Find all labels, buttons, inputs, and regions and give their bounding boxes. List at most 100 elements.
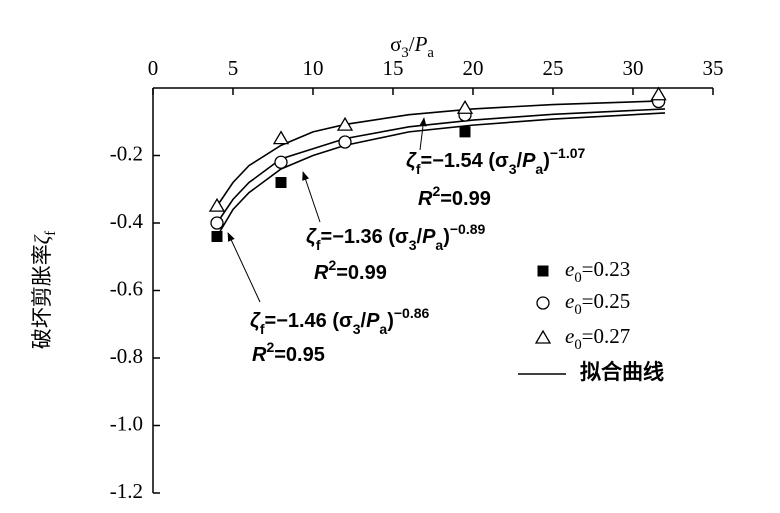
- text-part: =0.99: [336, 262, 387, 284]
- legend-label: e0=0.27: [565, 324, 630, 354]
- text-part: e: [565, 324, 574, 348]
- legend-marker: [534, 329, 552, 344]
- point: [208, 197, 226, 212]
- text-part: ζ: [250, 310, 261, 332]
- text-part: σ: [390, 32, 401, 56]
- text-part: P: [366, 310, 380, 332]
- fit-curve: [216, 112, 666, 237]
- legend-label: 拟合曲线: [580, 360, 664, 384]
- text-part: R: [418, 188, 433, 210]
- y-tick-label: -0.8: [110, 344, 143, 368]
- annotation: R2=0.99: [418, 183, 491, 211]
- text-part: R: [314, 262, 329, 284]
- legend-label: e0=0.25: [565, 289, 630, 319]
- text-part: f: [43, 231, 59, 236]
- text-part: −1.07: [550, 145, 586, 161]
- y-tick-label: -0.6: [110, 276, 143, 300]
- text-part: ): [543, 150, 550, 172]
- arrow: [227, 232, 261, 303]
- text-part: ): [387, 310, 394, 332]
- point: [211, 231, 223, 242]
- y-tick-label: -0.2: [110, 141, 143, 165]
- text-part: 0: [574, 302, 581, 318]
- text-part: f: [416, 161, 421, 177]
- x-tick-label: 25: [543, 56, 564, 80]
- x-tick-label: 20: [463, 56, 484, 80]
- annotation: ζf=−1.46 (σ3/Pa)−0.86: [250, 305, 430, 337]
- text-part: =−1.54 (σ: [421, 150, 510, 172]
- text-part: P: [522, 150, 536, 172]
- text-part: =0.95: [274, 344, 325, 366]
- text-part: 3: [509, 161, 517, 177]
- text-part: =0.23: [582, 257, 631, 281]
- text-part: =−1.46 (σ: [265, 310, 354, 332]
- text-part: P: [414, 32, 428, 56]
- annotation: ζf=−1.36 (σ3/Pa)−0.89: [306, 221, 486, 253]
- arrow: [419, 117, 427, 151]
- text-part: a: [379, 321, 387, 337]
- arrow: [302, 171, 321, 223]
- text-part: 3: [353, 321, 361, 337]
- fit-curve: [216, 100, 666, 207]
- x-tick-label: 15: [383, 56, 404, 80]
- text-part: =0.27: [582, 324, 631, 348]
- legend-marker: [536, 296, 550, 310]
- point: [459, 126, 471, 138]
- text-part: ζ: [406, 150, 417, 172]
- point: [275, 177, 287, 188]
- text-part: /: [409, 32, 415, 56]
- text-part: 3: [409, 237, 417, 253]
- text-part: 0: [574, 337, 581, 353]
- text-part: f: [316, 237, 321, 253]
- text-part: 2: [328, 257, 336, 273]
- text-part: −0.86: [394, 305, 430, 321]
- fit-curve: [216, 108, 666, 224]
- text-part: 3: [401, 45, 408, 61]
- x-axis-title: σ3/Pa: [390, 32, 434, 62]
- text-part: 破坏剪胀率: [30, 244, 54, 349]
- text-part: e: [565, 289, 574, 313]
- point: [338, 135, 352, 149]
- point: [274, 155, 288, 169]
- text-part: ζ: [306, 226, 317, 248]
- point: [272, 130, 290, 145]
- point: [336, 116, 354, 131]
- x-tick-label: 30: [623, 56, 644, 80]
- text-part: /: [517, 150, 523, 172]
- legend-marker: [537, 265, 549, 277]
- text-part: /: [417, 226, 423, 248]
- text-part: a: [535, 161, 543, 177]
- point: [456, 99, 474, 114]
- y-tick-label: -0.4: [110, 209, 144, 233]
- text-part: R: [252, 344, 267, 366]
- text-part: 2: [432, 183, 440, 199]
- x-tick-label: 0: [148, 56, 159, 80]
- legend-label: e0=0.23: [565, 257, 630, 287]
- text-part: −0.89: [450, 221, 486, 237]
- y-tick-label: -1.0: [110, 411, 143, 435]
- y-axis-title: 破坏剪胀率ζf: [30, 231, 60, 350]
- text-part: ζ: [30, 234, 54, 244]
- annotation: ζf=−1.54 (σ3/Pa)−1.07: [406, 145, 586, 177]
- x-tick-label: 35: [703, 56, 724, 80]
- text-part: 拟合曲线: [580, 360, 664, 384]
- text-part: e: [565, 257, 574, 281]
- text-part: P: [422, 226, 436, 248]
- y-tick-label: -1.2: [110, 479, 143, 503]
- text-part: a: [427, 45, 434, 61]
- text-part: 2: [266, 339, 274, 355]
- text-part: /: [361, 310, 367, 332]
- text-part: 0: [574, 270, 581, 286]
- text-part: =−1.36 (σ: [321, 226, 410, 248]
- point: [650, 86, 667, 101]
- text-part: =0.25: [582, 289, 631, 313]
- text-part: ): [443, 226, 450, 248]
- text-part: f: [260, 321, 265, 337]
- annotation: R2=0.99: [314, 257, 387, 285]
- point: [210, 216, 224, 230]
- text-part: a: [435, 237, 443, 253]
- x-tick-label: 5: [228, 56, 239, 80]
- text-part: =0.99: [440, 188, 491, 210]
- x-tick-label: 10: [303, 56, 324, 80]
- annotation: R2=0.95: [252, 339, 325, 367]
